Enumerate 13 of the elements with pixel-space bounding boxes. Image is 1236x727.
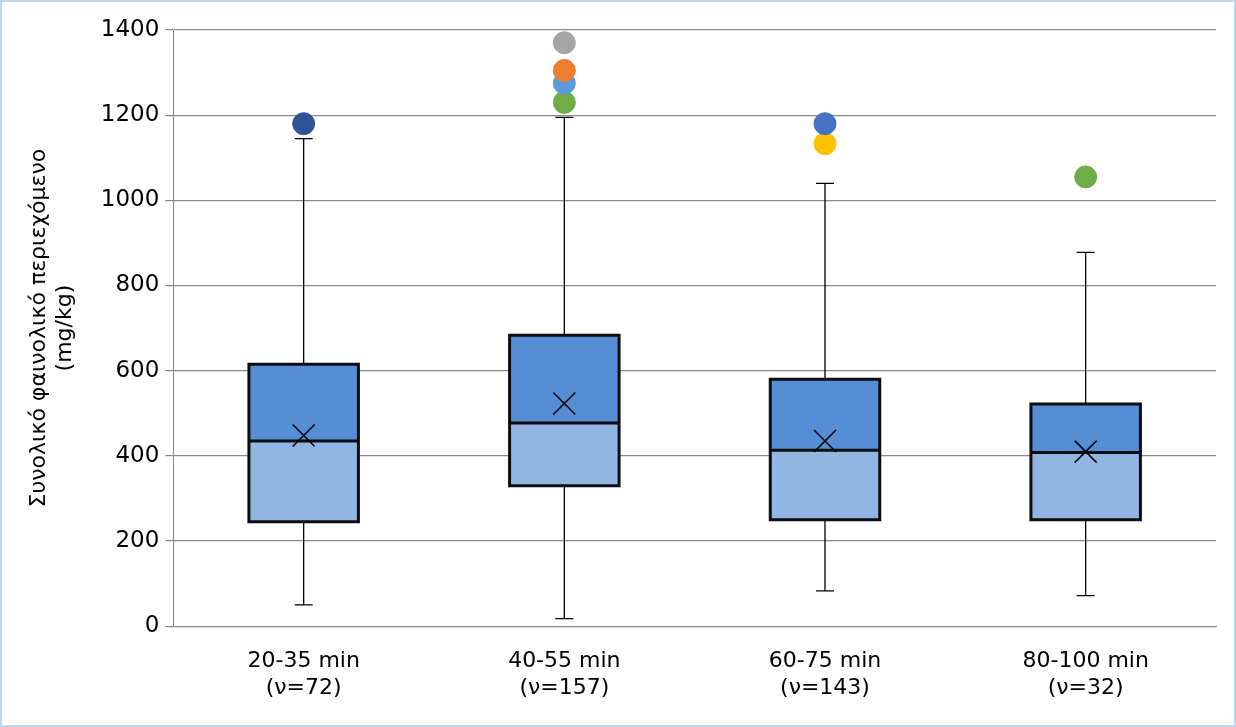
y-tick-label: 400 xyxy=(115,440,160,467)
y-tick-label: 200 xyxy=(115,526,160,552)
y-tick-label: 800 xyxy=(115,270,160,297)
y-axis-title: Συνολικό φαινολικό περιεχόμενο (mg/kg) xyxy=(24,148,77,508)
y-tick-label: 600 xyxy=(115,355,160,382)
y-tick-label: 1000 xyxy=(100,185,160,212)
x-tick-label: 20-35 min (ν=72) xyxy=(247,647,360,699)
y-tick-label: 1400 xyxy=(100,14,160,41)
y-tick-label: 0 xyxy=(144,611,160,638)
x-tick-label: 60-75 min (ν=143) xyxy=(768,647,882,699)
x-tick-label: 80-100 min (ν=32) xyxy=(1022,647,1149,699)
y-tick-label: 1200 xyxy=(100,100,160,127)
x-tick-label: 40-55 min (ν=157) xyxy=(508,647,621,699)
